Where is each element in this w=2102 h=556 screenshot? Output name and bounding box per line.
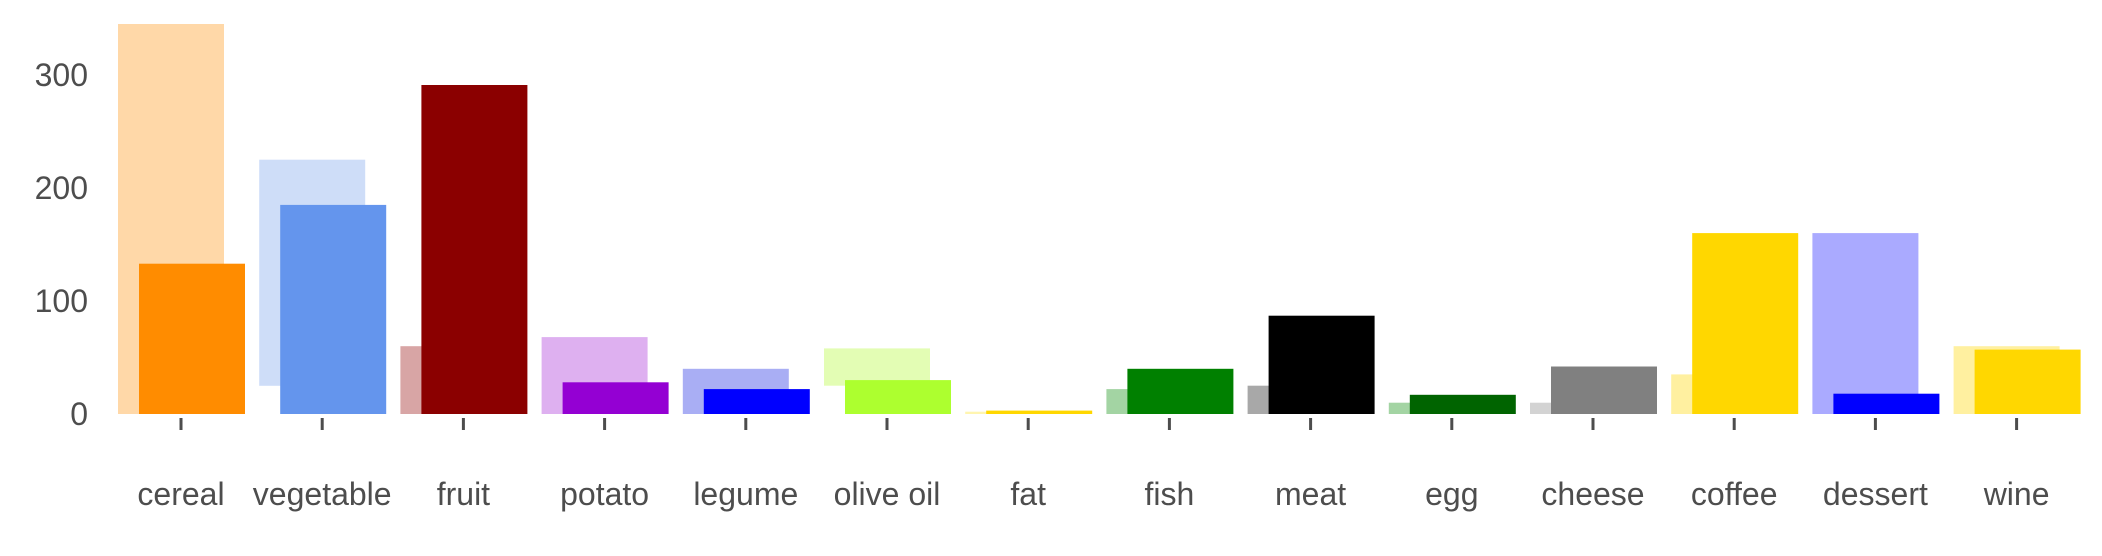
y-tick-label: 300 [35, 57, 88, 93]
bar-front-vegetable [280, 204, 387, 414]
x-tick-label: fat [1010, 476, 1046, 512]
bar-front-fruit [421, 85, 528, 414]
x-tick-label: potato [560, 476, 649, 512]
bar-front-cereal [139, 263, 245, 414]
bar-back-dessert [1812, 233, 1919, 414]
bar-front-fat [986, 410, 1093, 414]
x-axis: cereal vegetable fruit potato legume olive oi… [137, 418, 2050, 512]
y-tick-label: 100 [35, 283, 88, 319]
y-tick-label: 200 [35, 170, 88, 206]
bar-front-potato [562, 382, 669, 414]
x-tick-label: egg [1425, 476, 1478, 512]
bar-front-egg [1409, 394, 1516, 414]
x-tick-label: legume [693, 476, 798, 512]
bar-front-cheese [1551, 366, 1657, 414]
bar-front-meat [1268, 315, 1375, 414]
x-tick-label: wine [1983, 476, 2050, 512]
x-tick-label: dessert [1823, 476, 1928, 512]
x-tick-label: cereal [137, 476, 224, 512]
x-tick-label: fish [1145, 476, 1195, 512]
bar-front-fish [1127, 368, 1234, 414]
bar-front-coffee [1692, 233, 1799, 414]
bar-front-wine [1974, 349, 2081, 414]
bar-front-dessert [1833, 393, 1940, 414]
bar-front-legume [703, 389, 810, 414]
y-tick-label: 0 [70, 396, 88, 432]
x-tick-label: coffee [1691, 476, 1778, 512]
y-axis: 0 100 200 300 [35, 57, 88, 432]
x-tick-label: olive oil [834, 476, 941, 512]
x-tick-label: meat [1275, 476, 1346, 512]
x-tick-label: vegetable [253, 476, 392, 512]
bar-front-olive-oil [845, 380, 951, 414]
x-tick-label: fruit [437, 476, 490, 512]
bars-front-series [139, 85, 2081, 414]
x-tick-label: cheese [1541, 476, 1644, 512]
bar-back-olive-oil [824, 348, 930, 386]
